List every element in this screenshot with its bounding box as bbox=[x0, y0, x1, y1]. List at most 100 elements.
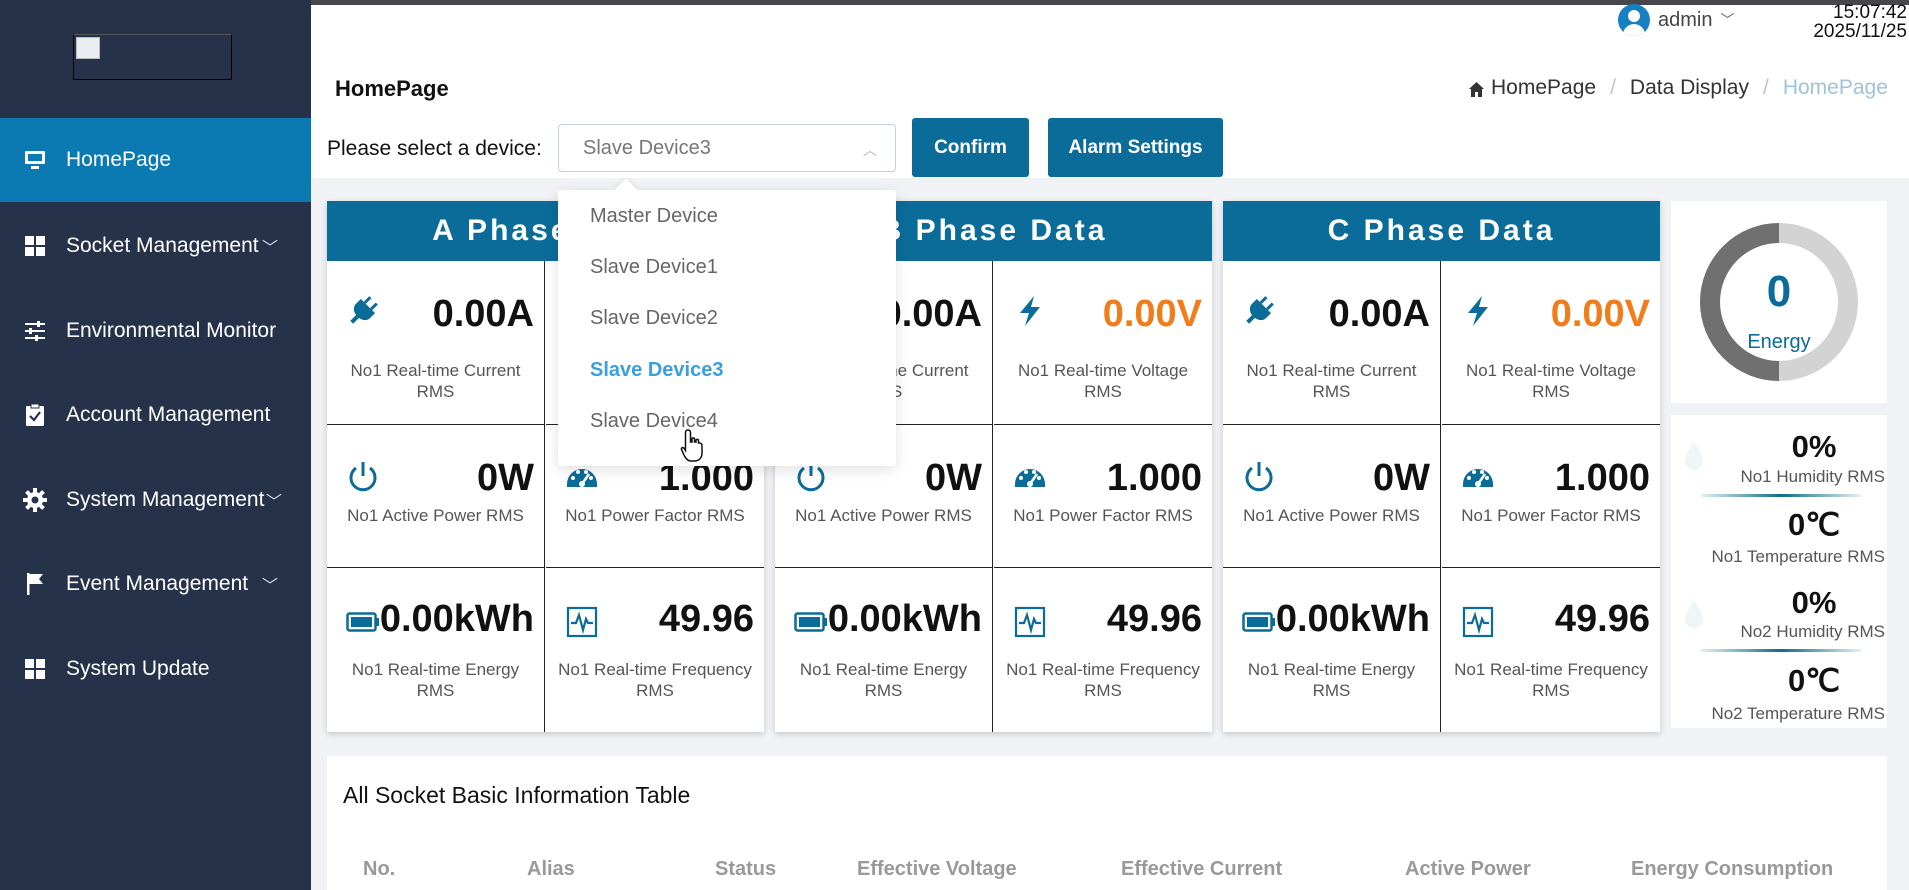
power-icon bbox=[1241, 459, 1277, 495]
clock-date: 2025/11/25 bbox=[1813, 21, 1907, 42]
metric-value: 1.000 bbox=[1554, 457, 1650, 499]
chevron-down-icon: ﹀ bbox=[262, 578, 279, 595]
chevron-up-icon: ﹀ bbox=[863, 141, 877, 157]
env-value: 0℃ bbox=[1787, 663, 1841, 698]
metric-label: No1 Real-time Frequency RMS bbox=[1006, 660, 1200, 700]
chevron-down-icon: ﹀ bbox=[1720, 12, 1735, 28]
waveform-icon bbox=[1460, 604, 1496, 640]
sidebar-item-label: Event Management bbox=[66, 572, 249, 595]
plug-icon bbox=[1241, 293, 1277, 329]
table-title: All Socket Basic Information Table bbox=[343, 782, 691, 808]
divider bbox=[1701, 649, 1861, 652]
energy-gauge bbox=[1700, 223, 1858, 381]
metric-label: No1 Power Factor RMS bbox=[1013, 506, 1193, 525]
user-menu[interactable]: admin ﹀ bbox=[1618, 0, 1734, 40]
sidebar-item-homepage[interactable]: HomePage bbox=[0, 118, 311, 202]
sidebar-item-socket-management[interactable]: Socket Management ﹀ bbox=[0, 204, 311, 288]
metric-label: No1 Power Factor RMS bbox=[1461, 506, 1641, 525]
env-label: No2 Humidity RMS bbox=[1740, 622, 1885, 641]
metric-label: No1 Real-time Frequency RMS bbox=[558, 660, 752, 700]
plug-icon bbox=[345, 293, 381, 329]
dropdown-option-slave-device4[interactable]: Slave Device4 bbox=[590, 409, 718, 432]
metric-label: No1 Real-time Energy RMS bbox=[1247, 660, 1416, 700]
metric-value: 0.00A bbox=[1328, 293, 1430, 335]
grid-icon bbox=[22, 656, 48, 682]
monitor-icon bbox=[22, 147, 48, 173]
power-icon bbox=[345, 459, 381, 495]
metric-value: 0.00kWh bbox=[827, 598, 982, 640]
metric-cell: 1.000 No1 Power Factor RMS bbox=[994, 425, 1212, 568]
dropdown-option-slave-device3[interactable]: Slave Device3 bbox=[590, 358, 724, 381]
metric-label: No1 Real-time Current RMS bbox=[1246, 361, 1417, 401]
metric-value: 0.00V bbox=[1550, 293, 1650, 335]
metric-value: 1.000 bbox=[1106, 457, 1202, 499]
username: admin bbox=[1658, 8, 1713, 31]
breadcrumb-current: HomePage bbox=[1782, 76, 1888, 99]
metric-label: No1 Real-time Voltage RMS bbox=[1465, 361, 1637, 401]
sidebar-item-label: System Management bbox=[66, 488, 265, 511]
metric-label: No1 Real-time Voltage RMS bbox=[1017, 361, 1189, 401]
phase-panel-c: C Phase Data 0.00A No1 Real-time Current R… bbox=[1223, 201, 1660, 732]
metric-cell: 0.00A No1 Real-time Current RMS bbox=[1223, 261, 1441, 425]
env-row: 0℃ No2 Temperature RMS bbox=[1671, 657, 1887, 735]
phase-title: C Phase Data bbox=[1223, 201, 1660, 261]
confirm-button[interactable]: Confirm bbox=[912, 118, 1029, 177]
sidebar-item-label: Environmental Monitor bbox=[66, 319, 277, 342]
sidebar-item-system-management[interactable]: System Management ﹀ bbox=[0, 458, 311, 542]
metric-cell: 0.00kWh No1 Real-time Energy RMS bbox=[1223, 568, 1441, 732]
hand-cursor-icon bbox=[680, 429, 703, 462]
table-header-status: Status bbox=[715, 858, 777, 880]
energy-value: 0 bbox=[1766, 267, 1792, 316]
alarm-settings-button[interactable]: Alarm Settings bbox=[1048, 118, 1223, 177]
env-label: No1 Temperature RMS bbox=[1711, 547, 1885, 566]
env-value: 0℃ bbox=[1787, 507, 1841, 542]
metric-label: No1 Real-time Frequency RMS bbox=[1454, 660, 1648, 700]
breadcrumb: HomePage / Data Display / HomePage bbox=[1468, 76, 1888, 100]
env-label: No1 Humidity RMS bbox=[1740, 467, 1885, 486]
page-title: HomePage bbox=[335, 76, 449, 101]
metric-value: 0.00A bbox=[432, 293, 534, 335]
metric-value: 49.96 bbox=[658, 598, 754, 640]
metric-cell: 0.00V No1 Real-time Voltage RMS bbox=[1442, 261, 1660, 425]
waveform-icon bbox=[564, 604, 600, 640]
table-header-active-power: Active Power bbox=[1405, 858, 1531, 880]
dropdown-option-slave-device1[interactable]: Slave Device1 bbox=[590, 255, 718, 278]
lightning-icon bbox=[1460, 293, 1496, 329]
breadcrumb-home[interactable]: HomePage bbox=[1491, 76, 1597, 99]
table-header-alias: Alias bbox=[527, 858, 575, 880]
logo bbox=[73, 34, 232, 80]
socket-info-table: All Socket Basic Information Table No. A… bbox=[327, 756, 1887, 890]
gauge-icon bbox=[1460, 459, 1496, 495]
metric-label: No1 Power Factor RMS bbox=[565, 506, 745, 525]
env-row: 0℃ No1 Temperature RMS bbox=[1671, 501, 1887, 579]
dropdown-option-master-device[interactable]: Master Device bbox=[590, 204, 718, 227]
metric-value: 49.96 bbox=[1554, 598, 1650, 640]
sidebar-item-label: HomePage bbox=[66, 148, 172, 171]
sidebar-item-system-update[interactable]: System Update bbox=[0, 627, 311, 711]
grid-icon bbox=[22, 233, 48, 259]
metric-cell: 0W No1 Active Power RMS bbox=[327, 425, 545, 568]
energy-label: Energy bbox=[1747, 331, 1811, 353]
metric-value: 0W bbox=[477, 457, 534, 499]
battery-icon bbox=[345, 604, 381, 640]
metric-cell: 0.00V No1 Real-time Voltage RMS bbox=[994, 261, 1212, 425]
metric-cell: 0.00A No1 Real-time Current RMS bbox=[327, 261, 545, 425]
avatar bbox=[1618, 4, 1650, 36]
battery-icon bbox=[793, 604, 829, 640]
flag-icon bbox=[22, 571, 48, 597]
sidebar-item-account-management[interactable]: Account Management bbox=[0, 373, 311, 457]
sidebar-item-event-management[interactable]: Event Management ﹀ bbox=[0, 542, 311, 626]
breadcrumb-data-display[interactable]: Data Display bbox=[1629, 76, 1749, 99]
device-select[interactable]: Slave Device3 ﹀ bbox=[558, 124, 896, 172]
metric-label: No1 Real-time Current RMS bbox=[350, 361, 521, 401]
metric-cell: 1.000 No1 Power Factor RMS bbox=[1442, 425, 1660, 568]
table-header-energy-consumption: Energy Consumption bbox=[1631, 858, 1834, 880]
sidebar-item-environmental-monitor[interactable]: Environmental Monitor bbox=[0, 289, 311, 373]
waveform-icon bbox=[1012, 604, 1048, 640]
metric-cell: 0W No1 Active Power RMS bbox=[1223, 425, 1441, 568]
gear-icon bbox=[22, 487, 48, 513]
dropdown-option-slave-device2[interactable]: Slave Device2 bbox=[590, 306, 718, 329]
environment-card: 0% No1 Humidity RMS 0℃ No1 Temperature R… bbox=[1671, 415, 1887, 728]
metric-label: No1 Active Power RMS bbox=[347, 506, 524, 525]
metric-cell: 0W No1 Active Power RMS bbox=[775, 425, 993, 568]
